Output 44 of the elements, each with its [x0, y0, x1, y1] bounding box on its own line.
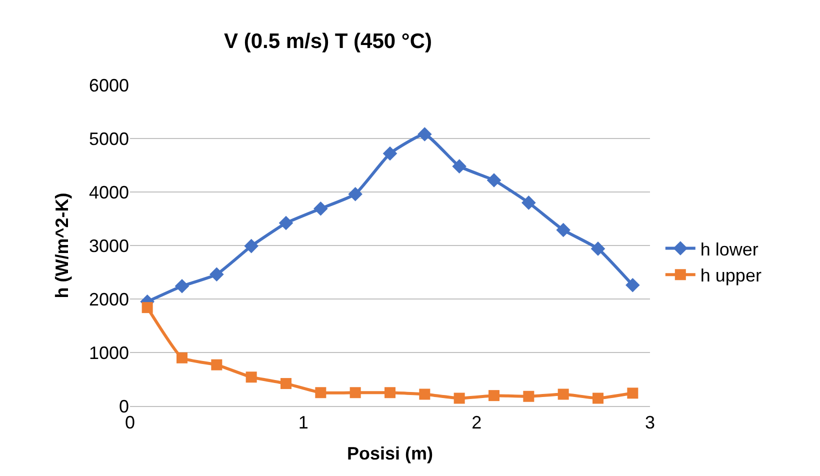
point [246, 372, 257, 383]
point [314, 201, 328, 216]
point [176, 352, 188, 364]
point [142, 302, 153, 314]
point [210, 267, 224, 282]
x-tick-label: 1 [298, 412, 308, 433]
point [384, 387, 396, 398]
y-tick-label: 4000 [88, 182, 129, 202]
point [558, 388, 569, 400]
point [488, 390, 500, 402]
chart-title: V (0.5 m/s) T (450 °C) [224, 30, 432, 54]
point [590, 242, 606, 256]
x-tick-label: 3 [644, 412, 656, 433]
point [592, 392, 604, 404]
legend-label: h upper [700, 266, 762, 286]
point [486, 173, 502, 188]
point [626, 278, 640, 292]
point [382, 146, 398, 161]
point [280, 378, 292, 390]
y-tick-label: 0 [118, 396, 129, 416]
y-axis-title: h (W/m^2-K) [52, 192, 72, 298]
point [452, 159, 466, 174]
point [556, 222, 570, 238]
point [523, 390, 534, 402]
y-tick-label: 3000 [88, 236, 129, 256]
point [278, 216, 294, 230]
point [454, 392, 465, 404]
point [348, 186, 362, 202]
point [174, 279, 190, 294]
y-tick-label: 6000 [88, 75, 129, 96]
point [627, 388, 638, 399]
y-tick-label: 2000 [88, 289, 129, 310]
point [244, 238, 258, 254]
point [419, 388, 430, 400]
y-tick-label: 5000 [88, 128, 129, 149]
legend-label: h lower [700, 239, 758, 260]
point [315, 387, 326, 398]
point [522, 196, 536, 210]
y-tick-label: 1000 [88, 342, 129, 363]
point [211, 359, 222, 370]
point [350, 387, 361, 398]
x-tick-label: 2 [472, 412, 482, 433]
point [418, 127, 432, 142]
x-axis-title: Posisi (m) [346, 444, 434, 464]
